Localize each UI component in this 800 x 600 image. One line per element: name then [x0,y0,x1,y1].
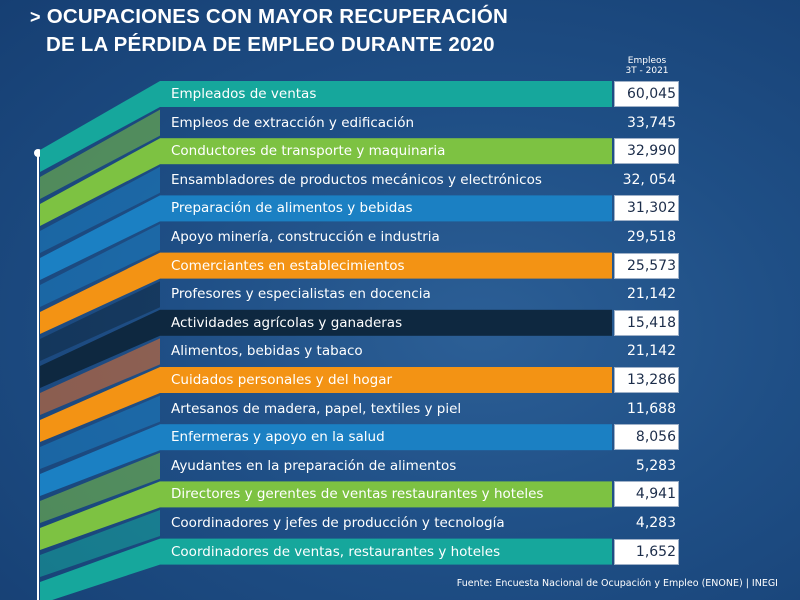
ribbon-4 [40,195,160,280]
ribbon-5 [40,224,160,307]
row-label: Enfermeras y apoyo en la salud [171,429,385,446]
row-label: Empleados de ventas [171,86,317,102]
row-value: 1,652 [635,543,676,560]
row-label: Artesanos de madera, papel, textiles y p… [171,400,462,417]
row-label: Conductores de transporte y maquinaria [171,143,446,160]
table-row: Cuidados personales y del hogar [160,367,620,393]
row-band-12 [160,424,612,451]
row-value: 15,418 [627,314,676,331]
table-row: Empleos de extracción y edificación [160,110,620,136]
table-row: Preparación de alimentos y bebidas [160,195,620,221]
table-row: Profesores y especialistas en docencia [160,281,620,307]
table-row: Coordinadores de ventas, restaurantes y … [160,539,620,565]
row-label: Actividades agrícolas y ganaderas [171,314,403,331]
row-value: 32, 054 [622,171,676,188]
ribbon-2 [40,138,160,226]
value-box [614,538,679,565]
ribbon-13 [40,452,160,523]
value-box [614,424,679,451]
value-header-line-2: 3T - 2021 [625,66,669,76]
ribbon-12 [40,424,160,496]
ribbon-8 [40,309,160,388]
table-row: Comerciantes en establecimientos [160,253,620,279]
chart-title: > OCUPACIONES CON MAYOR RECUPERACIÓN DE L… [30,3,508,58]
row-label: Coordinadores y jefes de producción y te… [171,515,505,531]
row-band-2 [160,138,612,165]
row-label: Coordinadores de ventas, restaurantes y … [171,543,501,560]
value-box [614,138,679,165]
table-row: Conductores de transporte y maquinaria [160,138,620,164]
value-column-header: Empleos 3T - 2021 [614,56,680,76]
ribbon-15 [40,510,160,577]
value-box [614,481,679,508]
row-value: 32,990 [627,143,676,160]
row-label: Ayudantes en la preparación de alimentos [171,457,457,474]
value-box [614,195,679,222]
row-band-8 [160,309,612,336]
ribbon-3 [40,166,160,253]
value-box [614,367,679,393]
table-row: Alimentos, bebidas y tabaco [160,338,620,364]
row-label: Apoyo minería, construcción e industria [171,229,440,245]
ribbon-14 [40,481,160,550]
row-label: Profesores y especialistas en docencia [171,286,431,303]
row-label: Cuidados personales y del hogar [171,372,393,388]
table-row: Actividades agrícolas y ganaderas [160,310,620,336]
ribbon-1 [40,109,160,199]
ribbon-7 [40,281,160,361]
row-label: Comerciantes en establecimientos [171,257,405,274]
row-value: 5,283 [635,457,676,474]
table-row: Coordinadores y jefes de producción y te… [160,510,620,536]
row-label: Preparación de alimentos y bebidas [171,200,413,217]
table-row: Enfermeras y apoyo en la salud [160,424,620,450]
ribbon-10 [40,367,160,442]
row-band-4 [160,195,612,222]
ribbon-16 [40,538,160,600]
table-row: Directores y gerentes de ventas restaura… [160,481,620,507]
ribbon-6 [40,252,160,334]
row-band-16 [160,538,612,565]
title-line-1: > OCUPACIONES CON MAYOR RECUPERACIÓN [30,3,508,31]
title-text-1: OCUPACIONES CON MAYOR RECUPERACIÓN [46,5,508,28]
table-row: Artesanos de madera, papel, textiles y p… [160,396,620,422]
row-label: Empleos de extracción y edificación [171,114,415,131]
ribbon-0 [40,81,160,172]
row-label: Ensambladores de productos mecánicos y e… [171,171,542,188]
row-label: Directores y gerentes de ventas restaura… [171,486,544,503]
row-value: 21,142 [627,343,676,360]
row-label: Alimentos, bebidas y tabaco [171,343,363,360]
row-value: 4,941 [635,486,676,503]
value-box [614,81,679,107]
chevron-right-icon: > [30,7,41,27]
row-value: 13,286 [627,372,676,388]
row-band-14 [160,481,612,508]
ribbon-11 [40,395,160,469]
table-row: Ayudantes en la preparación de alimentos [160,453,620,479]
row-band-6 [160,252,612,279]
row-value: 29,518 [627,229,676,245]
table-row: Empleados de ventas [160,81,620,107]
value-header-line-1: Empleos [627,56,667,66]
row-band-10 [160,367,612,393]
row-value: 8,056 [635,429,676,446]
table-row: Ensambladores de productos mecánicos y e… [160,167,620,193]
row-value: 4,283 [635,515,676,531]
row-band-0 [160,81,612,107]
source-note: Fuente: Encuesta Nacional de Ocupación y… [456,578,778,589]
row-value: 60,045 [627,86,676,102]
ribbon-9 [40,338,160,415]
row-value: 31,302 [627,200,676,217]
row-value: 33,745 [627,114,676,131]
row-value: 25,573 [627,257,676,274]
value-box [614,252,679,279]
row-value: 11,688 [627,400,676,417]
value-box [614,309,679,336]
title-line-2: DE LA PÉRDIDA DE EMPLEO DURANTE 2020 [46,33,495,56]
table-row: Apoyo minería, construcción e industria [160,224,620,250]
row-value: 21,142 [627,286,676,303]
